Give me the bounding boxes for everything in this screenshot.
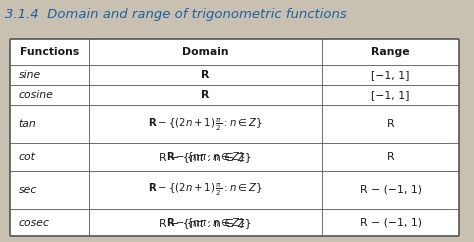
Text: Functions: Functions: [20, 47, 79, 57]
Text: $\mathbf{R}-\{n\pi:n\in Z\}$: $\mathbf{R}-\{n\pi:n\in Z\}$: [165, 150, 246, 164]
Text: [−1, 1]: [−1, 1]: [372, 70, 410, 80]
Text: Domain: Domain: [182, 47, 229, 57]
Text: cot: cot: [18, 152, 36, 162]
Text: [−1, 1]: [−1, 1]: [372, 90, 410, 100]
Text: R − {nπ : n ∈ Z}: R − {nπ : n ∈ Z}: [159, 218, 252, 228]
Text: R − {nπ : n ∈ Z}: R − {nπ : n ∈ Z}: [159, 152, 252, 162]
Text: cosec: cosec: [18, 218, 50, 228]
Text: cosine: cosine: [18, 90, 54, 100]
Text: tan: tan: [18, 119, 36, 129]
Text: Range: Range: [371, 47, 410, 57]
Text: sine: sine: [18, 70, 41, 80]
Text: sec: sec: [18, 185, 37, 195]
Text: R: R: [201, 90, 210, 100]
Text: $\mathbf{R}-\{(2n+1)\,\frac{\pi}{2}:n\in Z\}$: $\mathbf{R}-\{(2n+1)\,\frac{\pi}{2}:n\in…: [148, 115, 263, 133]
Text: 3.1.4  Domain and range of trigonometric functions: 3.1.4 Domain and range of trigonometric …: [5, 8, 347, 21]
Text: R − (−1, 1): R − (−1, 1): [360, 185, 422, 195]
Text: R: R: [387, 152, 394, 162]
Text: $\mathbf{R}-\{n\pi:n\in Z\}$: $\mathbf{R}-\{n\pi:n\in Z\}$: [165, 216, 246, 230]
Text: R: R: [387, 119, 394, 129]
Text: R: R: [201, 70, 210, 80]
Text: $\mathbf{R}-\{(2n+1)\,\frac{\pi}{2}:n\in Z\}$: $\mathbf{R}-\{(2n+1)\,\frac{\pi}{2}:n\in…: [148, 181, 263, 198]
Text: R − (−1, 1): R − (−1, 1): [360, 218, 422, 228]
